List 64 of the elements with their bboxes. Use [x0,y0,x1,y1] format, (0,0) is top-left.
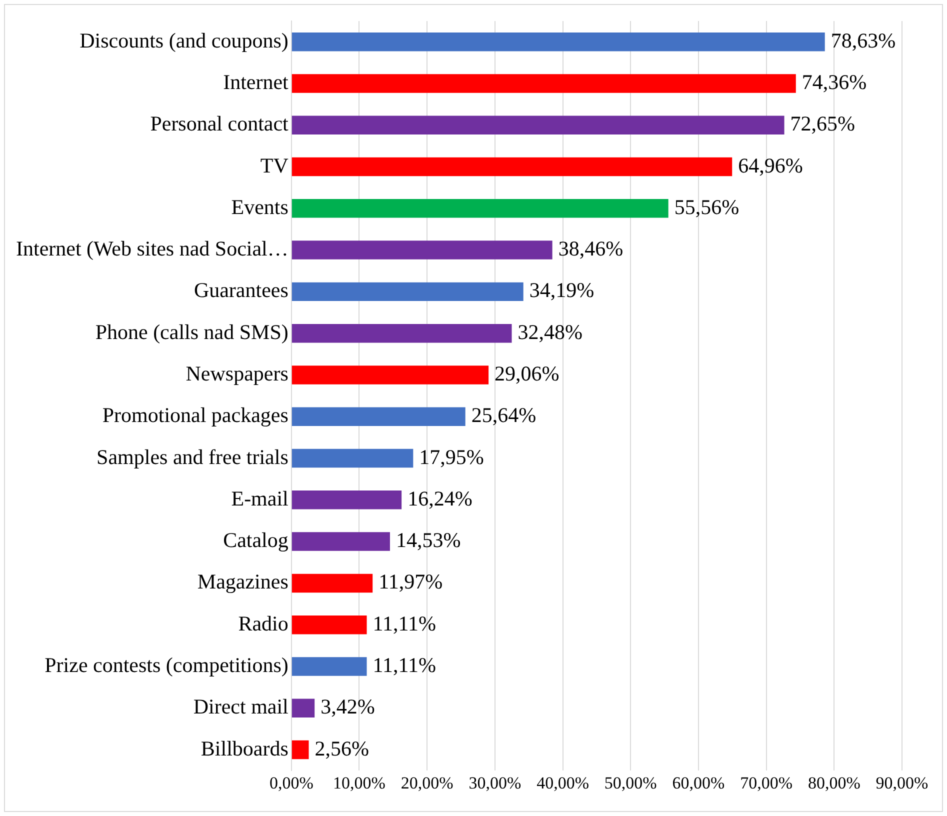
data-label: 78,63% [830,28,896,52]
data-label: 17,95% [419,444,484,469]
x-tick-label: 60,00% [672,773,725,792]
bar [292,574,373,593]
y-tick-label: Prize contests (competitions) [44,653,288,678]
y-tick-label: Samples and free trials [96,444,288,469]
bar [292,366,489,384]
data-label: 2,56% [314,736,370,760]
y-tick-label: Personal contact [150,112,289,136]
bar [292,116,784,134]
x-tick-label: 10,00% [333,773,386,792]
bar [292,324,512,343]
y-tick-label: Direct mail [193,694,289,719]
data-label: 64,96% [738,153,803,178]
data-label: 11,97% [378,570,443,594]
data-label: 11,11% [372,611,436,636]
bar [292,448,414,468]
data-label: 3,42% [320,694,375,719]
y-tick-label: Catalog [223,528,289,552]
y-tick-label: E-mail [231,486,289,510]
x-tick-label: 30,00% [468,773,522,792]
y-tick-label: Guarantees [194,278,288,302]
bar [292,532,390,551]
x-tick-label: 0,00% [269,773,314,792]
data-label: 74,36% [802,70,867,94]
bar [292,74,796,93]
y-tick-label: Events [231,194,288,219]
bar [292,199,668,218]
x-tick-label: 20,00% [400,773,454,792]
y-tick-label: Magazines [197,570,288,594]
data-label: 55,56% [674,194,740,219]
data-label: 34,19% [529,278,594,302]
bar [292,657,367,676]
data-label: 25,64% [471,403,536,428]
bar [292,240,552,260]
y-tick-label: Promotional packages [102,403,288,428]
y-tick-label: TV [260,153,288,178]
bar [292,740,309,760]
y-tick-label: Radio [238,611,288,636]
bar [292,698,315,718]
x-tick-label: 70,00% [740,773,793,792]
bar [292,32,825,52]
bar [292,407,466,426]
y-tick-label: Newspapers [186,361,288,386]
data-label: 11,11% [372,653,436,678]
bar [292,157,732,176]
y-tick-label: Discounts (and coupons) [80,28,288,52]
bar [292,490,402,510]
bar [292,615,367,634]
data-label: 29,06% [494,361,560,386]
data-label: 32,48% [518,320,583,344]
y-tick-label: Internet (Web sites nad Social… [16,236,288,261]
y-tick-label: Internet [223,70,289,94]
y-tick-label: Phone (calls nad SMS) [95,320,288,344]
data-label: 16,24% [408,486,472,510]
bar [292,282,524,302]
x-tick-label: 50,00% [604,773,657,792]
x-tick-label: 90,00% [876,773,928,792]
x-tick-label: 80,00% [808,773,860,792]
data-label: 14,53% [396,528,461,552]
data-label: 72,65% [790,112,856,136]
x-tick-label: 40,00% [536,773,589,792]
y-tick-label: Billboards [200,736,288,760]
data-label: 38,46% [558,236,624,261]
